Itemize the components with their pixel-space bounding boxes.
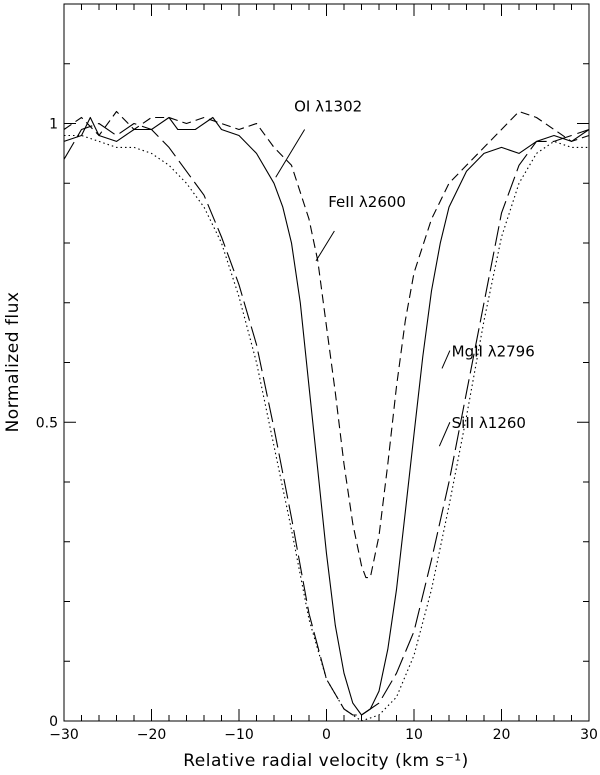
x-tick-label: −10 [224, 727, 254, 743]
leader-line-feii [315, 230, 335, 262]
leader-line-oi [275, 129, 306, 178]
series-label-siii: SiII λ1260 [452, 414, 526, 432]
series-line-feii [63, 110, 590, 579]
y-tick-label: 0 [49, 714, 58, 730]
x-tick-label: 20 [493, 727, 511, 743]
series-lines [63, 110, 590, 722]
tick-labels: −30 −20 −10 0 10 20 30 0 0.5 1 [36, 117, 598, 744]
series-line-oi [63, 116, 590, 716]
x-tick-label: 0 [322, 727, 331, 743]
y-tick-label: 1 [49, 117, 58, 133]
y-axis-title: Normalized flux [3, 292, 23, 433]
x-axis-title: Relative radial velocity (km s⁻¹) [183, 751, 469, 771]
leader-line-mgii [441, 350, 451, 369]
series-line-siii [64, 134, 589, 722]
y-tick-label: 0.5 [36, 415, 58, 431]
x-tick-label: 30 [580, 727, 598, 743]
series-annotations: OI λ1302 FeII λ2600 MgII λ2796 SiII λ1260 [275, 98, 535, 447]
series-label-feii: FeII λ2600 [328, 193, 406, 211]
series-label-mgii: MgII λ2796 [452, 343, 535, 361]
x-tick-label: −30 [49, 727, 79, 743]
leader-line-siii [438, 422, 451, 447]
axis-ticks [63, 3, 590, 722]
x-tick-label: −20 [137, 727, 167, 743]
series-label-oi: OI λ1302 [294, 98, 362, 116]
x-tick-label: 10 [405, 727, 423, 743]
